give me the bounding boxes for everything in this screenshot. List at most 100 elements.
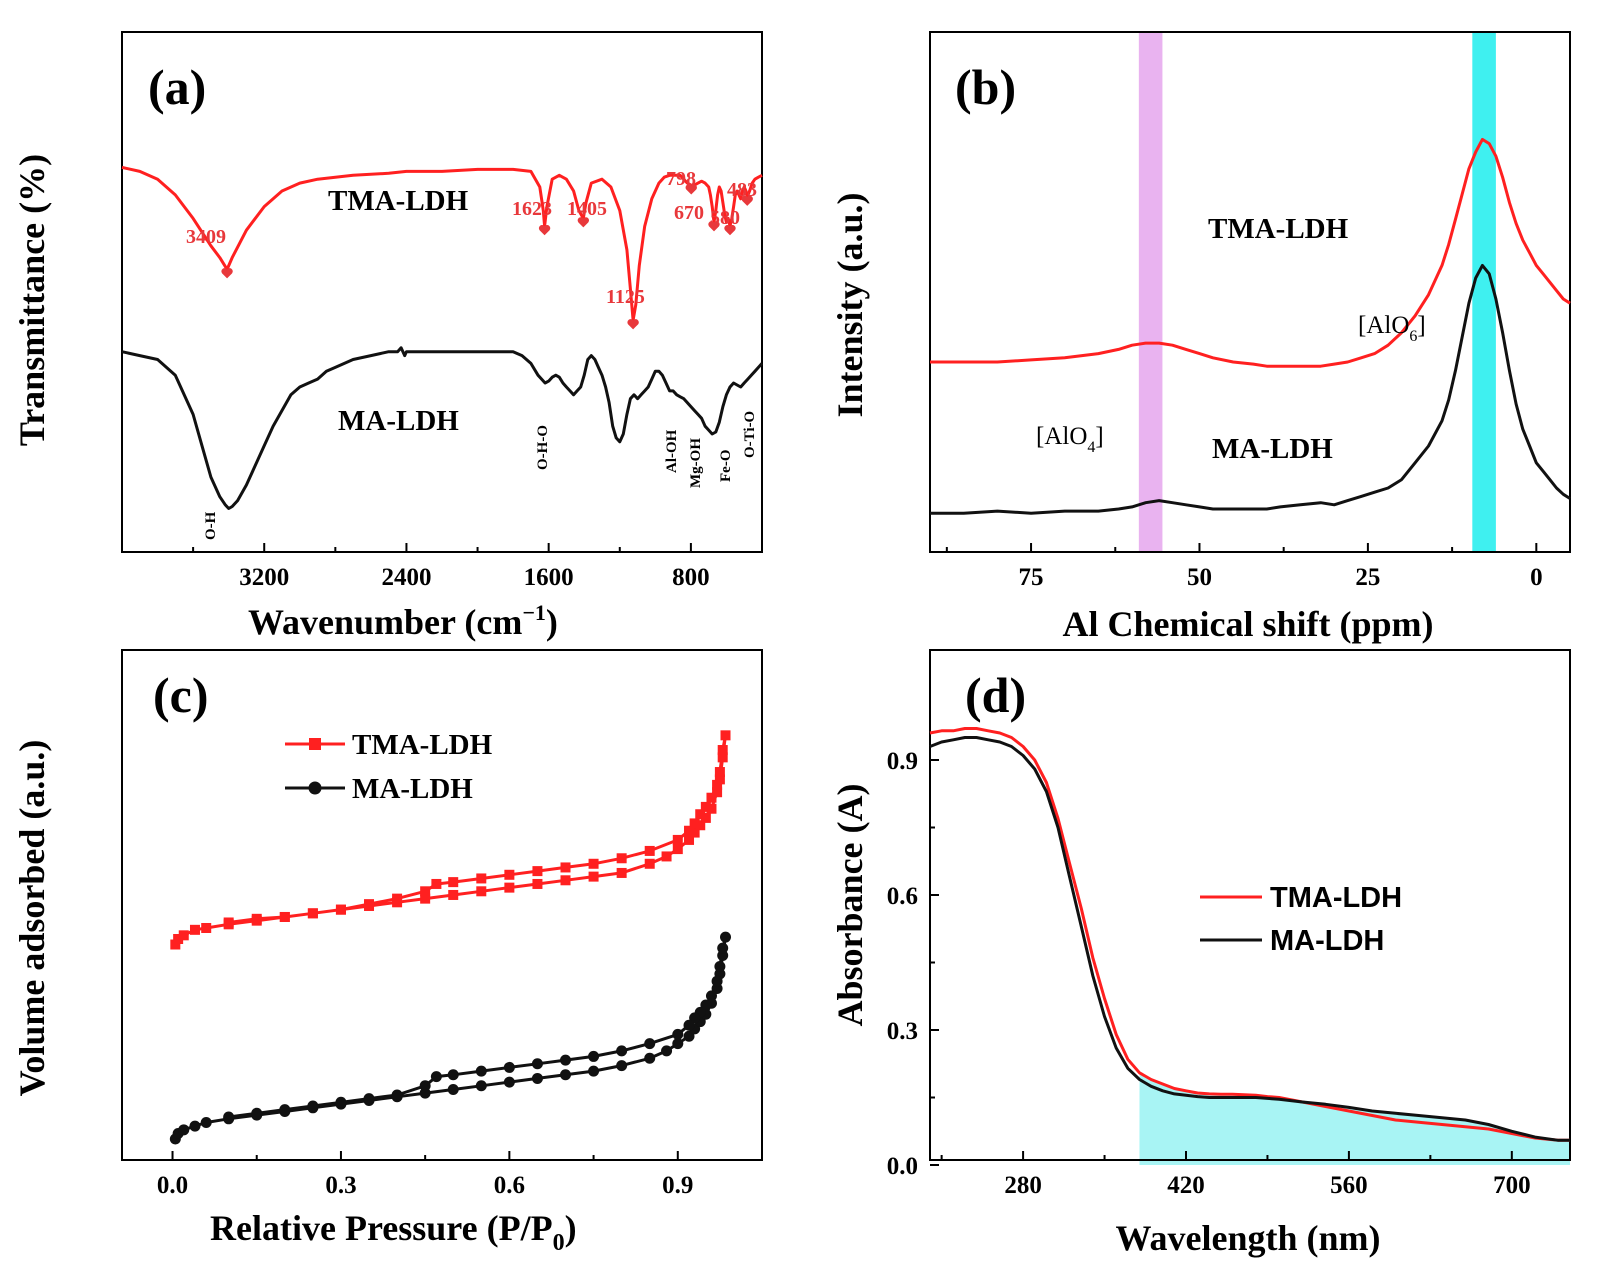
data-point (644, 1038, 656, 1050)
x-tick-label: 0.3 (325, 1172, 356, 1199)
data-point (684, 834, 695, 845)
data-point (588, 858, 599, 869)
assignment-label: Al-OH (664, 429, 680, 473)
data-point (476, 873, 487, 884)
panel-b-ticks: 75 50 25 0 (945, 543, 1543, 591)
panel-a-y-title: Transmittance (%) (12, 154, 52, 446)
band-alo6 (1472, 33, 1496, 551)
panel-b-ma-label: MA-LDH (1212, 433, 1333, 465)
data-point (684, 825, 695, 836)
x-tick-label: 0.0 (157, 1172, 188, 1199)
data-point (363, 1093, 375, 1105)
data-point (616, 1060, 628, 1072)
panel-c-plot (169, 730, 732, 1145)
data-point (720, 730, 731, 741)
y-tick-label: 0.9 (887, 748, 918, 775)
peak-marker (221, 268, 233, 279)
data-point (503, 1061, 515, 1073)
data-point (447, 1069, 459, 1081)
legend-marker-tma (309, 738, 321, 750)
panel-d-label: (d) (965, 667, 1026, 723)
data-point (448, 889, 459, 900)
tma-ldh-line (929, 727, 1570, 1142)
panel-a: 3200 2400 1600 800 (a) TMA-LDH MA-LDH 3409 … (12, 31, 764, 642)
band-alo4 (1138, 33, 1163, 551)
data-point (706, 792, 717, 803)
x-tick-label: 2400 (381, 564, 431, 591)
data-point (223, 1111, 235, 1123)
data-point (476, 886, 487, 897)
y-tick-label: 0.3 (887, 1018, 918, 1045)
y-tick-label: 0.6 (887, 883, 918, 910)
panel-d-plot (929, 727, 1570, 1142)
data-point (504, 869, 515, 880)
data-point (391, 1089, 403, 1101)
data-point (661, 851, 672, 862)
band-label-alo6: [AlO6] (1358, 312, 1426, 345)
panel-a-ma-label: MA-LDH (338, 405, 459, 437)
data-point (251, 1107, 263, 1119)
peak-marker (685, 184, 697, 195)
peak-marker (627, 319, 639, 330)
data-point (420, 886, 431, 897)
data-point (531, 1058, 543, 1070)
panel-b-plot (930, 137, 1571, 515)
band-label-alo4: [AlO4] (1036, 423, 1104, 456)
data-point (560, 875, 571, 886)
x-tick-label: 800 (672, 564, 710, 591)
data-point (531, 1072, 543, 1084)
panel-b-tma-label: TMA-LDH (1208, 213, 1349, 245)
data-point (706, 803, 717, 814)
peak-marker (724, 225, 736, 236)
data-point (448, 877, 459, 888)
ma-ldh-line (930, 263, 1571, 515)
ma-ldh-line (121, 346, 764, 510)
assignment-label: O-Ti-O (742, 411, 758, 458)
x-tick-label: 280 (1004, 1172, 1042, 1199)
x-tick-label: 0 (1530, 564, 1543, 591)
data-point (700, 801, 711, 812)
data-point (560, 1054, 572, 1066)
data-point (173, 934, 184, 944)
data-point (695, 809, 706, 820)
data-point (689, 818, 700, 829)
data-point (672, 844, 683, 855)
data-point (223, 917, 234, 928)
data-point (560, 862, 571, 873)
data-point (588, 1050, 600, 1062)
data-point (695, 820, 706, 831)
peak-marker (741, 195, 753, 206)
ma-ldh-line (929, 736, 1570, 1142)
panel-b-frame (929, 31, 1571, 553)
data-point (431, 878, 442, 889)
panel-d: 280 420 560 700 0.0 0.3 0.6 0.9 (d) TMA-LDH MA-… (830, 649, 1571, 1258)
assignment-label: O-H (203, 511, 219, 540)
legend-label-ma: MA-LDH (1270, 925, 1384, 957)
panel-a-tma-label: TMA-LDH (328, 185, 469, 217)
x-tick-label: 0.6 (494, 1172, 525, 1199)
x-tick-label: 0.9 (662, 1172, 693, 1199)
data-point (201, 922, 212, 933)
data-point (532, 878, 543, 889)
data-point (672, 1038, 684, 1050)
data-point (720, 931, 732, 943)
x-tick-label: 1600 (524, 564, 574, 591)
peak-label: 1405 (567, 198, 607, 220)
panel-d-frame (929, 649, 1571, 1161)
x-tick-label: 75 (1019, 564, 1044, 591)
legend-label-tma: TMA-LDH (352, 729, 493, 761)
panel-b: 75 50 25 0 (b) TMA-LDH MA-LDH [AlO4] [AlO6]… (830, 31, 1571, 644)
tma-ldh-line (930, 137, 1571, 368)
data-point (307, 908, 318, 919)
x-tick-label: 3200 (239, 564, 289, 591)
data-point (717, 752, 728, 763)
panel-c-frame (121, 649, 763, 1161)
data-point (705, 990, 717, 1002)
data-point (335, 1096, 347, 1108)
data-point (714, 774, 725, 785)
data-point (475, 1065, 487, 1077)
legend-label-ma: MA-LDH (352, 773, 473, 805)
data-point (672, 834, 683, 845)
x-tick-label: 700 (1493, 1172, 1531, 1199)
